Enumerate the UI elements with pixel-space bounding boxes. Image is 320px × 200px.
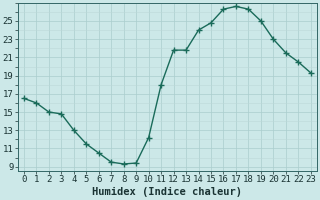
X-axis label: Humidex (Indice chaleur): Humidex (Indice chaleur) (92, 187, 242, 197)
